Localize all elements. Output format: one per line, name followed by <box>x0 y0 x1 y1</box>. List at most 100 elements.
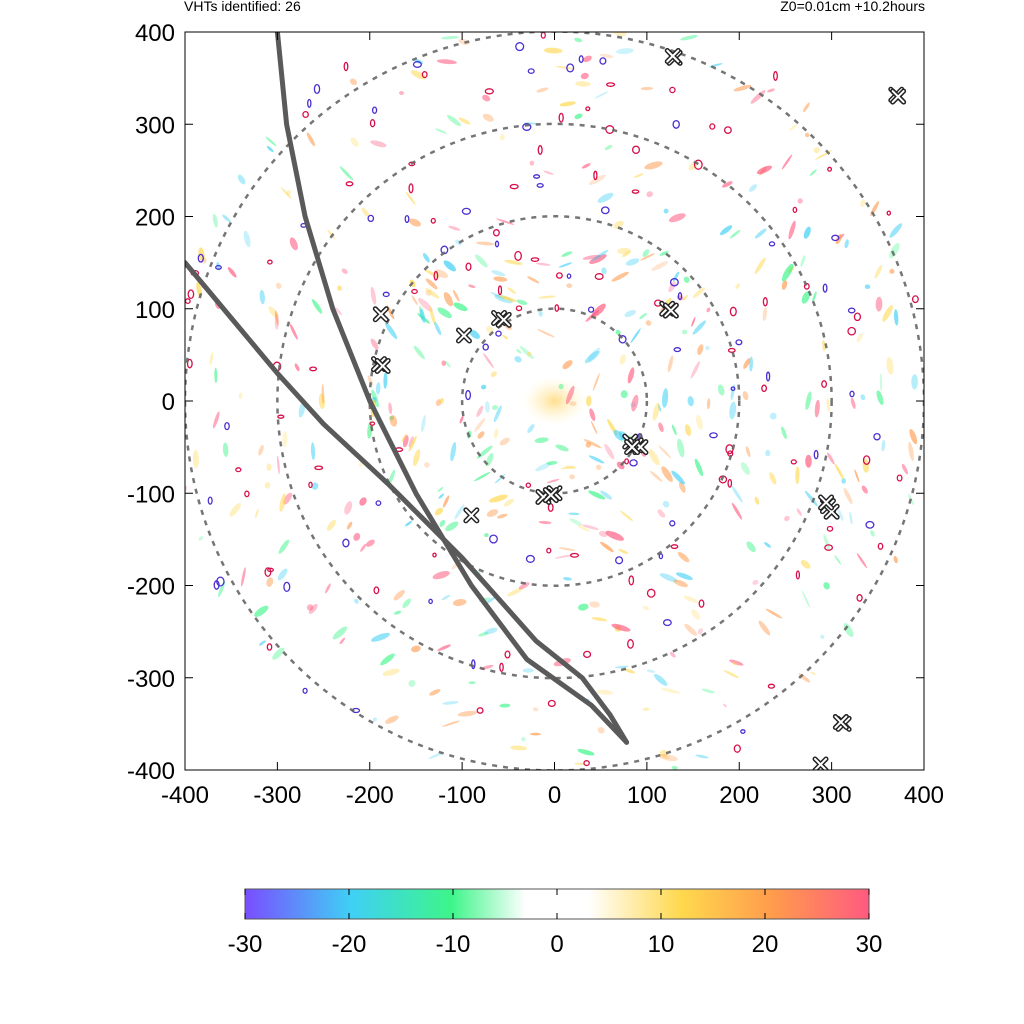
field-patch <box>237 174 246 185</box>
field-patch <box>596 689 614 695</box>
field-patch <box>889 243 900 259</box>
field-patch <box>424 462 430 468</box>
field-patch <box>422 253 430 263</box>
field-patch <box>558 383 564 390</box>
field-patch <box>276 282 282 289</box>
field-patch <box>425 289 432 296</box>
field-patch <box>279 493 286 512</box>
field-patch <box>468 681 476 685</box>
field-patch <box>384 322 398 340</box>
contour-loop <box>709 123 716 130</box>
field-patch <box>684 623 698 636</box>
field-patch <box>613 429 624 441</box>
field-patch <box>285 190 291 196</box>
contour-loop <box>515 42 525 52</box>
field-patch <box>784 515 790 522</box>
field-patch <box>596 464 602 470</box>
field-patch <box>874 264 883 279</box>
field-patch <box>881 439 886 452</box>
field-patch <box>812 291 817 303</box>
field-patch <box>289 323 298 340</box>
field-patch <box>577 525 590 532</box>
vht-marker <box>890 88 907 105</box>
field-patch <box>559 101 576 107</box>
field-patch <box>729 659 744 666</box>
field-patch <box>743 358 751 369</box>
field-patch <box>687 396 694 407</box>
field-patch <box>591 303 606 318</box>
field-patch <box>372 717 378 722</box>
contour-loop <box>670 544 679 550</box>
field-patch <box>496 218 515 225</box>
contour-loop <box>489 534 498 544</box>
contour-loop <box>822 283 828 293</box>
contour-loop <box>709 432 718 439</box>
contour-loop <box>729 306 737 317</box>
field-patch <box>491 270 506 277</box>
contour-loop <box>583 650 592 659</box>
field-patch <box>860 199 866 207</box>
contour-loop <box>585 106 591 112</box>
field-patch <box>484 533 489 538</box>
field-patch <box>504 259 523 265</box>
field-patch <box>876 390 884 405</box>
contour-loop <box>433 270 439 281</box>
field-patch <box>803 226 811 239</box>
field-patch <box>860 394 866 401</box>
field-patch <box>657 509 666 518</box>
field-patch <box>327 229 335 239</box>
contour-loop <box>911 295 919 304</box>
contour-loop <box>698 599 705 608</box>
field-patch <box>801 291 810 304</box>
y-tick-label: -100 <box>127 481 175 508</box>
field-patch <box>834 555 842 565</box>
field-patch <box>795 466 800 485</box>
x-tick-label: 300 <box>812 782 852 809</box>
field-patch <box>529 732 542 736</box>
contour-loop <box>367 214 375 223</box>
field-patch <box>735 283 740 289</box>
field-patch <box>814 399 820 418</box>
field-patch <box>696 415 703 430</box>
field-patch <box>354 598 359 604</box>
field-patch <box>306 604 314 611</box>
field-patch <box>671 470 685 485</box>
field-patch <box>894 309 899 326</box>
field-patch <box>282 431 288 448</box>
field-patch <box>457 710 477 717</box>
contour-loop <box>495 330 502 337</box>
field-patch <box>803 102 810 113</box>
field-patch <box>879 373 883 392</box>
contour-loop <box>309 366 318 372</box>
contour-loop <box>499 777 507 785</box>
field-patch <box>619 354 626 365</box>
contour-loop <box>302 110 309 119</box>
field-patch <box>620 390 628 399</box>
vht-marker <box>542 487 559 504</box>
field-patch <box>633 173 644 178</box>
field-patch <box>350 137 359 148</box>
contour-loop <box>627 639 634 649</box>
field-patch <box>332 626 348 640</box>
field-patch <box>436 59 457 65</box>
field-patch <box>682 329 688 335</box>
contour-loop <box>873 432 881 441</box>
field-patch <box>476 405 484 418</box>
range-ring <box>276 122 833 680</box>
field-patch <box>493 24 507 31</box>
field-patch <box>640 253 655 261</box>
contour-loop <box>504 650 511 659</box>
field-patch <box>661 688 681 694</box>
field-patch <box>574 113 583 120</box>
field-patch <box>618 549 629 554</box>
field-patch <box>630 328 641 343</box>
contour-loop <box>831 234 840 242</box>
field-patch <box>418 298 433 312</box>
field-patch <box>648 449 660 466</box>
contour-loop <box>600 206 610 215</box>
field-patch <box>886 357 894 375</box>
field-patch <box>484 627 498 635</box>
field-patch <box>420 415 426 433</box>
track-line <box>274 32 630 745</box>
field-patch <box>642 605 649 611</box>
